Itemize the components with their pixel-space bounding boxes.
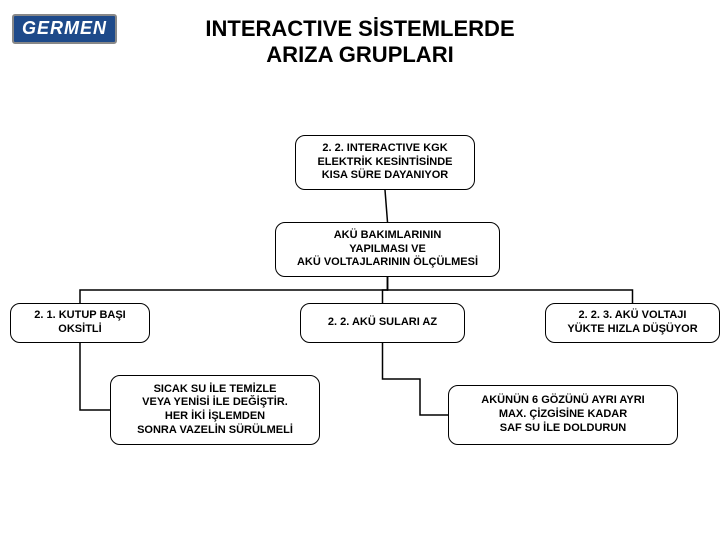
page-title: INTERACTIVE SİSTEMLERDEARIZA GRUPLARI bbox=[0, 16, 720, 69]
node-b1: 2. 1. KUTUP BAŞIOKSİTLİ bbox=[10, 303, 150, 343]
node-b3: 2. 2. 3. AKÜ VOLTAJIYÜKTE HIZLA DÜŞÜYOR bbox=[545, 303, 720, 343]
node-a2: AKÜNÜN 6 GÖZÜNÜ AYRI AYRIMAX. ÇİZGİSİNE … bbox=[448, 385, 678, 445]
node-b2: 2. 2. AKÜ SULARI AZ bbox=[300, 303, 465, 343]
node-root: 2. 2. INTERACTIVE KGKELEKTRİK KESİNTİSİN… bbox=[295, 135, 475, 190]
node-step1: AKÜ BAKIMLARININYAPILMASI VEAKÜ VOLTAJLA… bbox=[275, 222, 500, 277]
node-a1: SICAK SU İLE TEMİZLEVEYA YENİSİ İLE DEĞİ… bbox=[110, 375, 320, 445]
